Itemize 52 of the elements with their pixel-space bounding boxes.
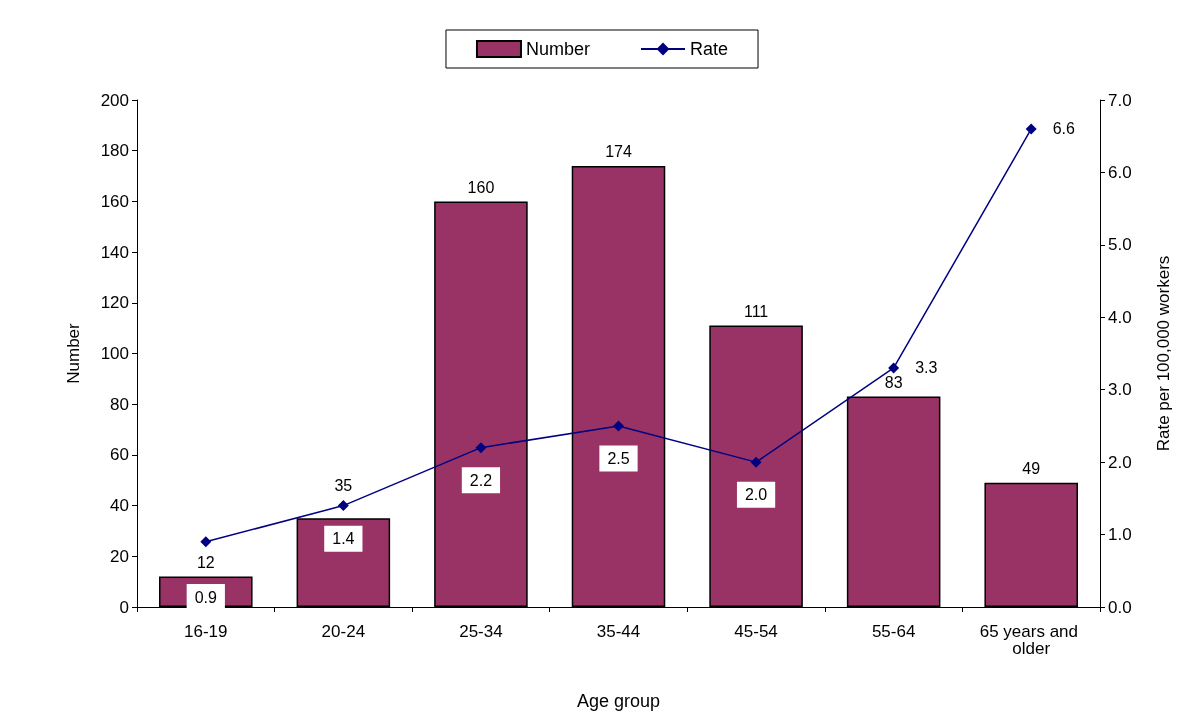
data-label: 2.2 xyxy=(469,471,493,489)
x-axis-title: Age group xyxy=(576,691,661,711)
y-tick-label: 180 xyxy=(100,141,129,161)
point xyxy=(337,500,349,512)
data-label: 49 xyxy=(1022,460,1041,478)
data-label: 0.9 xyxy=(194,588,217,606)
point xyxy=(888,362,900,374)
point xyxy=(613,420,624,432)
y-tick-label: 120 xyxy=(100,293,129,313)
point xyxy=(475,442,487,454)
point xyxy=(1025,123,1037,135)
y-tick-label: 140 xyxy=(100,242,129,262)
legend-label: Rate xyxy=(690,39,729,59)
data-label: 1.4 xyxy=(332,530,355,548)
y-tick-label: 40 xyxy=(110,496,129,516)
data-label: 174 xyxy=(605,143,632,161)
y2-tick-label: 7.0 xyxy=(1108,90,1132,110)
x-tick-label: 35-44 xyxy=(596,622,641,641)
data-label: 111 xyxy=(743,303,769,321)
data-label: 160 xyxy=(467,178,495,196)
x-tick-label: 65 years and older xyxy=(979,622,1083,658)
y2-tick-label: 0.0 xyxy=(1108,597,1132,617)
y2-tick-label: 5.0 xyxy=(1108,235,1132,255)
x-tick-label: 25-34 xyxy=(459,622,503,641)
y-axis-title: Number xyxy=(64,322,83,384)
y2-axis-title: Rate per 100,000 workers xyxy=(1154,255,1173,452)
y2-tick-label: 2.0 xyxy=(1108,452,1132,472)
data-label: 2.0 xyxy=(744,486,768,504)
y-tick-label: 60 xyxy=(110,445,129,465)
data-label: 6.6 xyxy=(1052,120,1076,138)
legend-label: Number xyxy=(525,39,591,59)
point xyxy=(750,456,762,468)
y2-tick-label: 6.0 xyxy=(1108,162,1132,182)
y-tick-label: 100 xyxy=(100,344,129,363)
x-tick-label: 55-64 xyxy=(871,622,916,641)
y2-tick-label: 4.0 xyxy=(1108,307,1132,327)
data-label: 3.3 xyxy=(915,359,938,377)
point xyxy=(200,536,212,548)
x-tick-label: 16-19 xyxy=(184,622,228,641)
y-tick-label: 160 xyxy=(100,191,129,211)
y-tick-label: 80 xyxy=(110,394,129,414)
data-label: 12 xyxy=(196,554,215,572)
x-tick-label: 45-54 xyxy=(734,622,778,641)
y-tick-label: 20 xyxy=(110,546,129,566)
data-label: 2.5 xyxy=(607,449,630,467)
y-tick-label: 200 xyxy=(100,90,129,110)
y2-tick-label: 1.0 xyxy=(1108,525,1132,545)
y2-tick-label: 3.0 xyxy=(1108,380,1132,400)
y-tick-label: 0 xyxy=(119,597,129,617)
x-tick-label: 20-24 xyxy=(321,622,366,641)
data-label: 35 xyxy=(334,477,353,495)
data-label: 83 xyxy=(884,374,903,392)
